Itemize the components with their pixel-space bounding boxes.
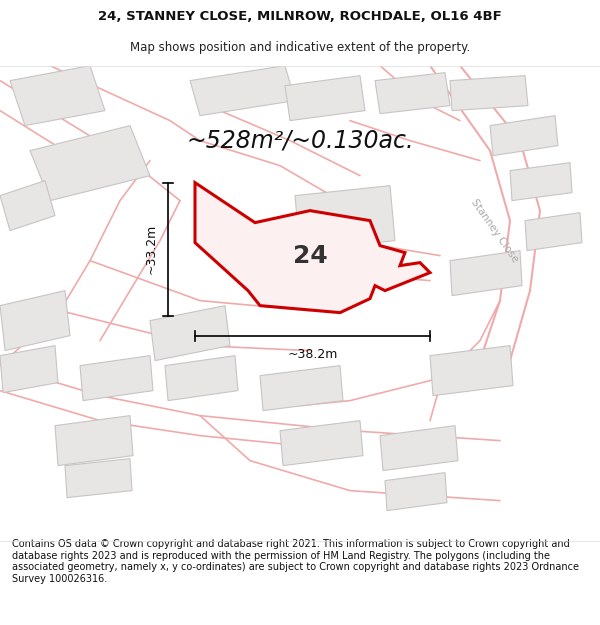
Polygon shape	[0, 291, 70, 351]
Polygon shape	[285, 76, 365, 121]
Polygon shape	[10, 66, 105, 126]
Polygon shape	[230, 231, 300, 281]
Polygon shape	[55, 416, 133, 466]
Text: 24, STANNEY CLOSE, MILNROW, ROCHDALE, OL16 4BF: 24, STANNEY CLOSE, MILNROW, ROCHDALE, OL…	[98, 10, 502, 23]
Text: ~528m²/~0.130ac.: ~528m²/~0.130ac.	[186, 129, 414, 152]
Polygon shape	[280, 421, 363, 466]
Polygon shape	[165, 356, 238, 401]
Text: Stanney Close: Stanney Close	[469, 197, 521, 264]
Polygon shape	[450, 76, 528, 111]
Text: ~33.2m: ~33.2m	[145, 224, 158, 274]
Polygon shape	[30, 126, 150, 201]
Polygon shape	[0, 346, 58, 392]
Polygon shape	[450, 251, 522, 296]
Polygon shape	[295, 186, 395, 251]
Polygon shape	[195, 182, 430, 312]
Polygon shape	[490, 116, 558, 156]
Polygon shape	[0, 181, 55, 231]
Text: Contains OS data © Crown copyright and database right 2021. This information is : Contains OS data © Crown copyright and d…	[12, 539, 579, 584]
Text: 24: 24	[293, 244, 328, 268]
Polygon shape	[80, 356, 153, 401]
Polygon shape	[430, 346, 513, 396]
Polygon shape	[525, 213, 582, 251]
Polygon shape	[65, 459, 132, 498]
Polygon shape	[380, 426, 458, 471]
Polygon shape	[385, 472, 447, 511]
Polygon shape	[150, 306, 230, 361]
Polygon shape	[510, 162, 572, 201]
Polygon shape	[190, 66, 295, 116]
Text: Map shows position and indicative extent of the property.: Map shows position and indicative extent…	[130, 41, 470, 54]
Polygon shape	[260, 366, 343, 411]
Text: ~38.2m: ~38.2m	[287, 348, 338, 361]
Polygon shape	[375, 72, 450, 114]
